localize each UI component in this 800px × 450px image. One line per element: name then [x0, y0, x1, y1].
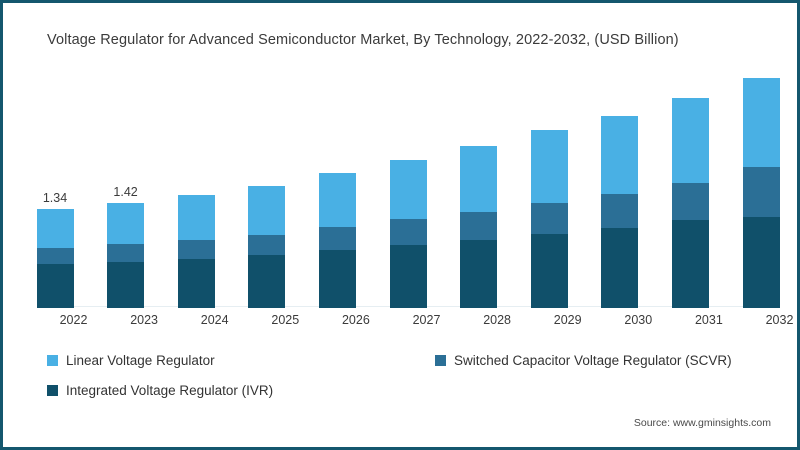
bar-segment — [530, 233, 568, 308]
bar-stack[interactable] — [389, 159, 427, 308]
legend-item-switched-capacitor-voltage-regulator[interactable]: Switched Capacitor Voltage Regulator (SC… — [435, 353, 732, 368]
bar-group — [389, 63, 427, 308]
x-axis-tick-label: 2027 — [412, 313, 441, 327]
bar-group — [248, 63, 286, 308]
chart-title: Voltage Regulator for Advanced Semicondu… — [47, 32, 679, 48]
bar-segment — [460, 146, 498, 212]
bar-segment — [318, 250, 356, 308]
chart-legend: Linear Voltage Regulator Switched Capaci… — [43, 353, 773, 413]
bar-segment — [601, 227, 639, 308]
bar-segment — [671, 183, 709, 221]
bar-segment — [389, 218, 427, 245]
bar-segment — [460, 211, 498, 240]
bar-group — [318, 63, 356, 308]
bar-segment — [177, 259, 215, 308]
legend-label: Switched Capacitor Voltage Regulator (SC… — [454, 353, 732, 368]
bar-segment — [530, 129, 568, 203]
legend-swatch-icon — [435, 355, 446, 366]
bar-stack[interactable] — [248, 185, 286, 308]
bar-segment — [530, 202, 568, 234]
plot-area: 1.34 1.42 — [36, 63, 780, 308]
bar-stack[interactable] — [671, 97, 709, 308]
legend-item-linear-voltage-regulator[interactable]: Linear Voltage Regulator — [47, 353, 215, 368]
bar-segment — [742, 217, 780, 308]
bar-segment — [318, 227, 356, 251]
bar-segment — [389, 244, 427, 308]
x-axis-tick-label: 2032 — [765, 313, 794, 327]
bar-segment — [671, 220, 709, 308]
bar-group — [530, 63, 568, 308]
bar-group — [460, 63, 498, 308]
x-axis-tick-label: 2024 — [200, 313, 229, 327]
bar-group: 1.42 — [107, 63, 145, 308]
bar-group — [601, 63, 639, 308]
bar-segment — [742, 166, 780, 218]
bar-stack[interactable] — [107, 202, 145, 308]
bar-stack[interactable] — [530, 129, 568, 308]
bar-segment — [36, 247, 74, 265]
bar-stack[interactable] — [742, 77, 780, 308]
bar-stack[interactable] — [36, 208, 74, 308]
x-axis-tick-label: 2031 — [694, 313, 723, 327]
bar-segment — [177, 239, 215, 259]
legend-label: Linear Voltage Regulator — [66, 353, 215, 368]
bar-group — [177, 63, 215, 308]
bar-segment — [248, 234, 286, 256]
bar-stack[interactable] — [177, 195, 215, 308]
bar-segment — [107, 261, 145, 308]
bar-segment — [318, 172, 356, 228]
legend-label: Integrated Voltage Regulator (IVR) — [66, 383, 274, 398]
bar-group — [742, 63, 780, 308]
bar-value-label: 1.34 — [42, 190, 68, 205]
x-axis-tick-label: 2029 — [553, 313, 582, 327]
bar-group — [671, 63, 709, 308]
bar-value-label: 1.42 — [113, 184, 138, 199]
x-axis-tick-label: 2028 — [483, 313, 511, 327]
x-axis-tick-label: 2026 — [341, 313, 370, 327]
bar-segment — [36, 208, 74, 248]
bar-segment — [107, 244, 145, 262]
x-axis-tick-label: 2023 — [130, 313, 158, 327]
bar-segment — [601, 193, 639, 228]
bar-segment — [36, 264, 74, 308]
legend-row-2: Integrated Voltage Regulator (IVR) — [43, 383, 773, 413]
bar-stack[interactable] — [601, 115, 639, 308]
x-axis-tick-label: 2030 — [624, 313, 653, 327]
x-axis-tick-label: 2025 — [271, 313, 300, 327]
legend-item-integrated-voltage-regulator[interactable]: Integrated Voltage Regulator (IVR) — [47, 383, 273, 398]
bar-segment — [389, 159, 427, 219]
bar-segment — [248, 185, 286, 235]
legend-swatch-icon — [47, 385, 58, 396]
bar-segment — [671, 97, 709, 184]
legend-swatch-icon — [47, 355, 58, 366]
bar-segment — [742, 77, 780, 167]
bar-group: 1.34 — [36, 63, 74, 308]
bar-segment — [107, 202, 145, 245]
bar-segment — [601, 115, 639, 194]
legend-row-1: Linear Voltage Regulator Switched Capaci… — [43, 353, 773, 383]
bar-stack[interactable] — [460, 146, 498, 308]
bar-stack[interactable] — [318, 172, 356, 308]
bar-segment — [248, 255, 286, 308]
x-axis-tick-label: 2022 — [59, 313, 88, 327]
bar-segment — [460, 239, 498, 308]
bar-segment — [177, 195, 215, 240]
source-attribution: Source: www.gminsights.com — [633, 417, 771, 429]
